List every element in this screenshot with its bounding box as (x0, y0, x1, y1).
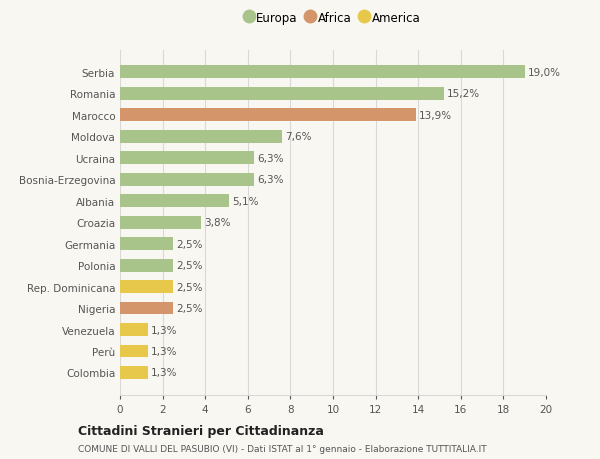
Bar (120, 152, 254, 165)
Text: 13,9%: 13,9% (419, 111, 452, 120)
Text: 1,3%: 1,3% (151, 325, 178, 335)
Text: 1,3%: 1,3% (151, 346, 178, 356)
Text: 2,5%: 2,5% (176, 303, 203, 313)
Bar (120, 216, 201, 229)
Bar (120, 280, 173, 293)
Text: 6,3%: 6,3% (257, 175, 284, 185)
Text: 1,3%: 1,3% (151, 368, 178, 378)
Text: 6,3%: 6,3% (257, 153, 284, 163)
Bar (120, 109, 416, 122)
Bar (120, 302, 173, 315)
Bar (120, 66, 525, 79)
Bar (120, 259, 173, 272)
Text: Cittadini Stranieri per Cittadinanza: Cittadini Stranieri per Cittadinanza (78, 424, 324, 437)
Bar (120, 174, 254, 186)
Text: 15,2%: 15,2% (447, 89, 480, 99)
Text: COMUNE DI VALLI DEL PASUBIO (VI) - Dati ISTAT al 1° gennaio - Elaborazione TUTTI: COMUNE DI VALLI DEL PASUBIO (VI) - Dati … (78, 444, 487, 453)
Text: 19,0%: 19,0% (528, 67, 561, 78)
Legend: Europa, Africa, America: Europa, Africa, America (242, 8, 424, 28)
Text: 2,5%: 2,5% (176, 261, 203, 270)
Bar (120, 130, 282, 143)
Bar (120, 323, 148, 336)
Bar (120, 366, 148, 379)
Bar (120, 88, 444, 101)
Bar (120, 238, 173, 251)
Text: 7,6%: 7,6% (285, 132, 311, 142)
Text: 5,1%: 5,1% (232, 196, 259, 206)
Text: 2,5%: 2,5% (176, 239, 203, 249)
Bar (120, 195, 229, 207)
Text: 3,8%: 3,8% (204, 218, 230, 228)
Bar (120, 345, 148, 358)
Text: 2,5%: 2,5% (176, 282, 203, 292)
